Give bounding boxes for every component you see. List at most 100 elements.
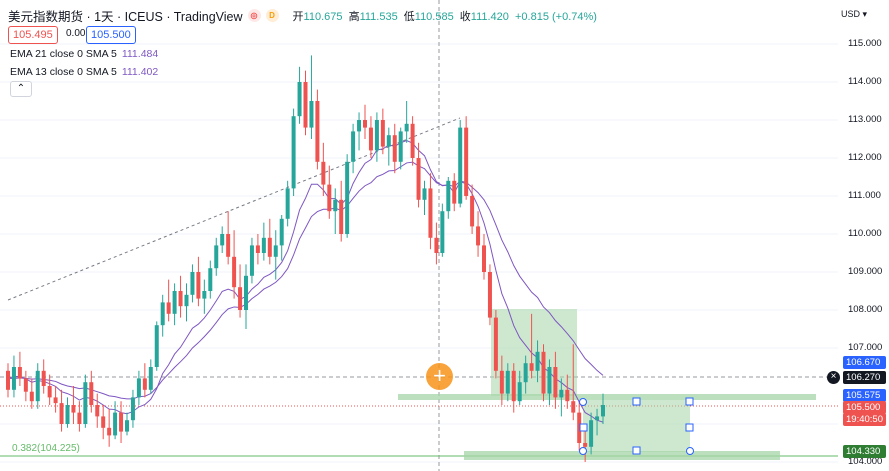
alert-icon[interactable]: ◎ [247, 9, 261, 22]
candle-body [386, 135, 391, 147]
candle-body [351, 131, 356, 162]
candle [523, 355, 528, 394]
candle-body [273, 245, 278, 257]
candle [202, 279, 207, 314]
candle [71, 386, 76, 424]
handle-bottom-left [579, 447, 587, 455]
delay-badge-icon: D [265, 9, 279, 22]
candle-body [321, 161, 326, 185]
candle-body [71, 405, 76, 413]
candle [595, 408, 600, 436]
price-tick-label: 114.000 [848, 76, 882, 87]
candle-body [511, 370, 516, 402]
candle-body [238, 287, 243, 310]
candle [345, 154, 350, 238]
candle [482, 234, 486, 280]
candle [89, 370, 94, 413]
ema13-line [7, 139, 604, 423]
candle-body [345, 161, 350, 234]
handle-bottom-right [686, 447, 694, 455]
candle [392, 123, 397, 174]
candle-body [452, 180, 457, 204]
candle [261, 222, 266, 261]
candle [422, 180, 427, 215]
candle [601, 393, 605, 424]
selection-handles[interactable] [579, 397, 694, 455]
candle [493, 310, 498, 379]
plus-icon[interactable]: + [426, 363, 453, 390]
countdown-timer: 19:40:50 [843, 413, 886, 426]
candle [452, 173, 457, 212]
candle [184, 283, 189, 322]
candle [374, 112, 379, 162]
candle [547, 359, 552, 405]
candle-body [601, 405, 605, 417]
candle-body [59, 403, 64, 424]
candle [434, 222, 439, 265]
candle [303, 70, 308, 136]
range-zone-upper [491, 309, 577, 396]
candle [53, 386, 58, 413]
candle [589, 412, 594, 455]
candle [428, 173, 433, 250]
candle [398, 127, 403, 170]
sell-button[interactable]: 105.495 [8, 26, 58, 44]
candle-body [11, 367, 16, 390]
indicator-ema21-legend[interactable]: EMA 21 close 0 SMA 5 111.484 [10, 48, 159, 60]
candle-body [487, 272, 492, 318]
candle-body [148, 367, 153, 390]
chevron-up-icon[interactable]: ⌃ [10, 81, 32, 97]
candle-body [47, 386, 52, 398]
candle [505, 363, 510, 402]
candle [410, 116, 415, 166]
candle-body [285, 188, 290, 219]
candle-body [119, 412, 124, 432]
candle [226, 211, 231, 265]
candle [41, 359, 46, 394]
candle [458, 120, 463, 208]
candle [130, 389, 135, 428]
candle-body [232, 256, 237, 288]
chart-header: 美元指数期货 · 1天 · ICEUS · TradingView ◎ D 开1… [8, 6, 600, 25]
candle-body [6, 370, 10, 390]
candle [232, 230, 237, 299]
indicator-ema13-legend[interactable]: EMA 13 close 0 SMA 5 111.402 [10, 66, 159, 78]
currency-selector[interactable]: USD ▾ [840, 9, 867, 19]
candle-body [493, 317, 498, 371]
price-tick-label: 111.000 [848, 190, 881, 201]
candle [321, 142, 326, 196]
candle-body [53, 397, 58, 404]
range-zone-lower [583, 400, 690, 452]
candle [59, 389, 64, 432]
candle-body [261, 237, 266, 253]
candle-body [363, 120, 367, 128]
candle [559, 378, 564, 417]
candle-body [107, 427, 112, 436]
candle-body [41, 370, 46, 386]
candle-body [77, 412, 82, 424]
buy-button[interactable]: 105.500 [86, 26, 136, 44]
candle-body [434, 237, 439, 253]
candle [238, 264, 243, 318]
candle-body [249, 245, 254, 276]
price-tick-label: 110.000 [848, 228, 882, 239]
candle-body [297, 82, 302, 117]
ema21-line [8, 161, 604, 400]
close-icon[interactable]: × [827, 371, 840, 384]
candle [77, 401, 82, 432]
candle [517, 370, 522, 405]
symbol-title[interactable]: 美元指数期货 · 1天 · ICEUS · TradingView [8, 10, 243, 24]
candle-body [482, 245, 486, 272]
candle-body [428, 188, 433, 238]
price-tick-label: 112.000 [848, 152, 882, 163]
candle [101, 405, 106, 440]
candle-body [130, 397, 135, 421]
price-tick-label: 104.000 [848, 456, 883, 467]
candle-body [553, 367, 558, 398]
candle-body [267, 237, 272, 257]
candle-body [184, 294, 189, 307]
candle-body [517, 382, 522, 402]
ema21-path [8, 161, 604, 400]
candle-body [416, 158, 421, 200]
